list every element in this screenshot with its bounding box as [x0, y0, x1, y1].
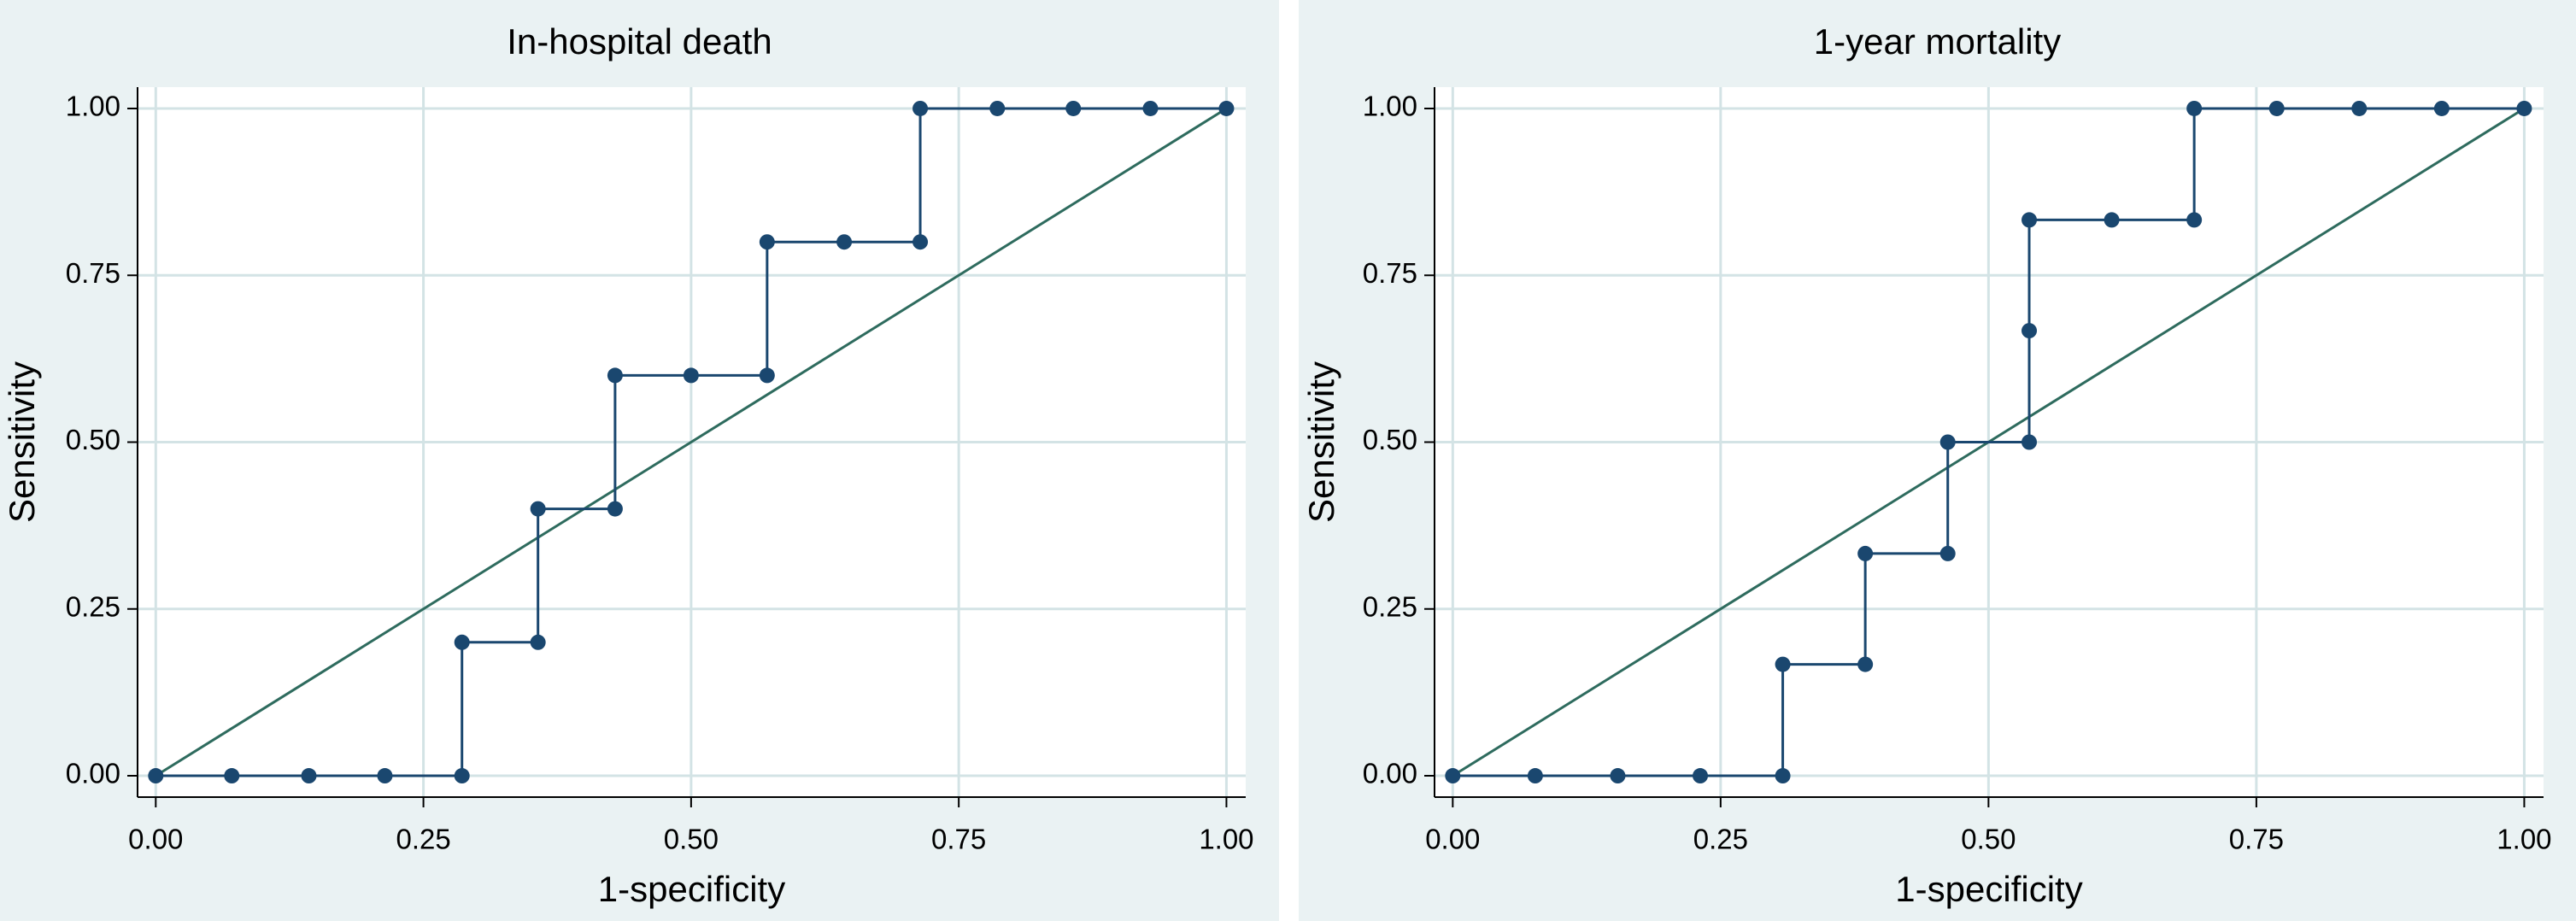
point: [607, 501, 623, 517]
x-tick-label: 0.50: [1961, 824, 2016, 855]
point: [607, 367, 623, 384]
point: [2021, 434, 2038, 450]
point: [530, 634, 546, 650]
point: [1527, 768, 1543, 784]
point: [2268, 100, 2285, 116]
point: [1775, 768, 1791, 784]
point: [377, 768, 393, 784]
point: [2351, 100, 2368, 116]
x-tick-label: 0.00: [128, 824, 183, 855]
x-axis-title: 1-specificity: [598, 869, 785, 909]
point: [683, 367, 699, 384]
point: [1065, 100, 1082, 116]
x-tick-label: 0.25: [396, 824, 450, 855]
point: [148, 768, 164, 784]
roc-curve: [1452, 107, 2525, 777]
point: [1610, 768, 1626, 784]
point: [1142, 100, 1159, 116]
point: [454, 768, 470, 784]
x-tick-label: 0.75: [2229, 824, 2284, 855]
reference-line: [155, 107, 1228, 777]
y-tick-label: 1.00: [66, 91, 120, 122]
roc-curve: [155, 107, 1227, 777]
chart-title: In-hospital death: [507, 21, 772, 62]
y-tick-label: 0.50: [66, 424, 120, 455]
point: [759, 234, 775, 250]
x-tick-label: 0.25: [1693, 824, 1748, 855]
y-tick-label: 0.75: [66, 257, 120, 289]
y-tick-label: 0.50: [1363, 424, 1417, 455]
point: [301, 768, 317, 784]
point: [2516, 100, 2532, 116]
point: [1693, 768, 1709, 784]
point: [759, 367, 775, 384]
y-tick-label: 0.00: [1363, 758, 1417, 789]
point: [1857, 656, 1874, 672]
point: [836, 234, 853, 250]
point: [1857, 545, 1874, 561]
chart-title: 1-year mortality: [1814, 21, 2061, 62]
point: [1939, 434, 1956, 450]
x-tick-label: 1.00: [2497, 824, 2551, 855]
point: [530, 501, 546, 517]
point: [1445, 768, 1461, 784]
y-tick-label: 0.75: [1363, 257, 1417, 289]
point: [1218, 100, 1235, 116]
point: [2104, 212, 2120, 228]
point: [989, 100, 1006, 116]
y-axis-title: Sensitivity: [1301, 361, 1341, 523]
point: [2433, 100, 2450, 116]
point: [2021, 323, 2038, 339]
x-tick-label: 0.00: [1425, 824, 1480, 855]
y-tick-label: 0.00: [66, 758, 120, 789]
point: [454, 634, 470, 650]
point: [2186, 212, 2203, 228]
point: [912, 234, 929, 250]
x-tick-label: 0.50: [664, 824, 719, 855]
x-tick-label: 1.00: [1199, 824, 1253, 855]
y-axis-title: Sensitivity: [2, 361, 42, 523]
point: [912, 100, 929, 116]
x-axis-title: 1-specificity: [1895, 869, 2082, 909]
point: [2186, 100, 2203, 116]
x-tick-label: 0.75: [931, 824, 986, 855]
point: [2021, 212, 2038, 228]
y-tick-label: 0.25: [1363, 590, 1417, 622]
point: [1939, 545, 1956, 561]
y-tick-label: 1.00: [1363, 91, 1417, 122]
point: [1775, 656, 1791, 672]
point: [224, 768, 240, 784]
y-tick-label: 0.25: [66, 590, 120, 622]
